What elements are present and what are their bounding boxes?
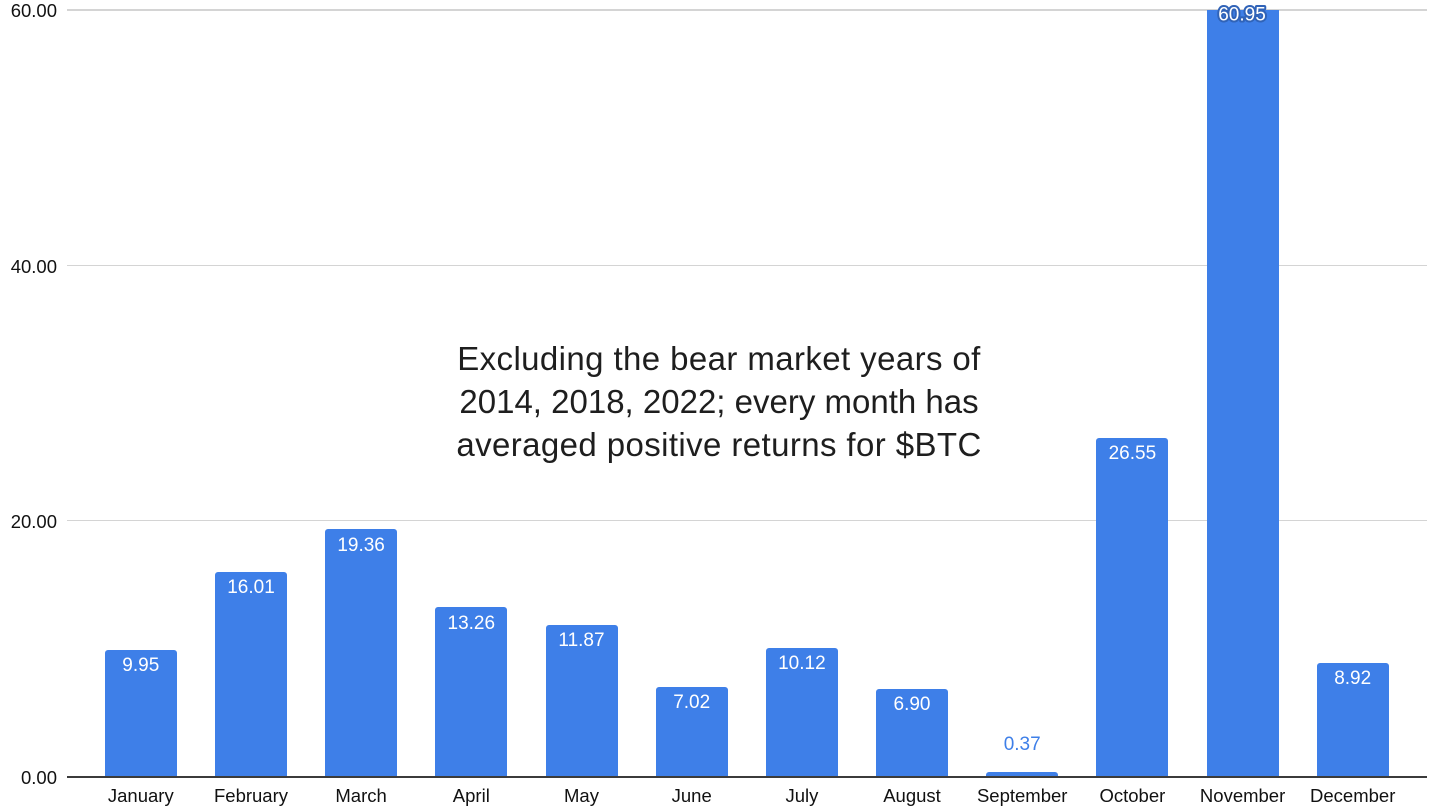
svg-text:60.95: 60.95 xyxy=(1218,5,1266,26)
